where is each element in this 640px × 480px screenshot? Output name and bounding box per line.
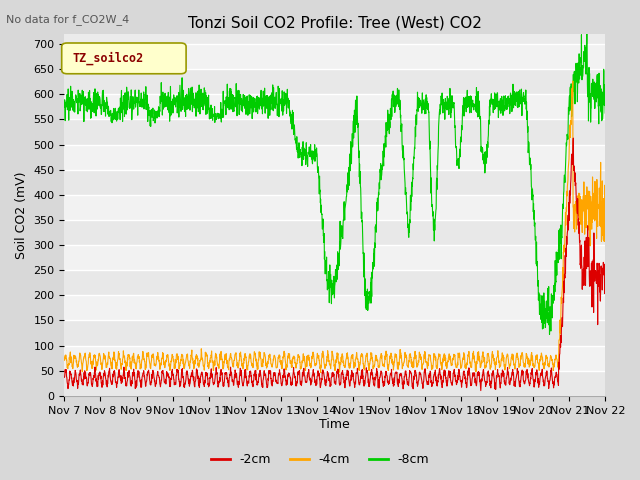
Bar xyxy=(65,44,605,69)
-4cm xyxy=(569,78,577,84)
-2cm xyxy=(477,388,484,394)
-4cm xyxy=(317,370,324,375)
Bar xyxy=(65,245,605,270)
Text: No data for f_CO2W_4: No data for f_CO2W_4 xyxy=(6,14,130,25)
-4cm xyxy=(602,202,609,207)
Bar xyxy=(65,144,605,169)
-8cm xyxy=(602,110,609,116)
Bar xyxy=(65,270,605,295)
-4cm xyxy=(324,348,332,354)
-8cm xyxy=(88,101,96,107)
-8cm xyxy=(583,24,591,30)
-4cm xyxy=(309,349,317,355)
-2cm xyxy=(309,369,317,375)
-4cm xyxy=(586,216,594,222)
Y-axis label: Soil CO2 (mV): Soil CO2 (mV) xyxy=(15,171,28,259)
Bar xyxy=(65,69,605,94)
Line: -8cm: -8cm xyxy=(65,27,605,335)
-4cm xyxy=(586,243,594,249)
Bar xyxy=(65,371,605,396)
Text: TZ_soilco2: TZ_soilco2 xyxy=(72,51,144,65)
-2cm xyxy=(586,283,594,288)
X-axis label: Time: Time xyxy=(319,419,350,432)
Line: -2cm: -2cm xyxy=(65,138,605,391)
Bar xyxy=(65,94,605,120)
-4cm xyxy=(88,366,96,372)
-8cm xyxy=(309,153,317,158)
Legend: -2cm, -4cm, -8cm: -2cm, -4cm, -8cm xyxy=(206,448,434,471)
-2cm xyxy=(570,135,577,141)
-2cm xyxy=(88,382,96,388)
-2cm xyxy=(324,369,332,374)
Bar xyxy=(65,220,605,245)
Line: -4cm: -4cm xyxy=(65,81,605,372)
-8cm xyxy=(546,332,554,337)
-2cm xyxy=(486,382,494,388)
Bar xyxy=(65,321,605,346)
-8cm xyxy=(61,104,68,110)
Bar xyxy=(65,295,605,321)
-4cm xyxy=(486,363,494,369)
Bar xyxy=(65,120,605,144)
FancyBboxPatch shape xyxy=(61,43,186,74)
-2cm xyxy=(602,288,609,294)
-4cm xyxy=(61,358,68,363)
-2cm xyxy=(61,374,68,380)
-8cm xyxy=(586,92,594,97)
Bar xyxy=(65,195,605,220)
-8cm xyxy=(324,287,332,293)
-8cm xyxy=(586,99,594,105)
-8cm xyxy=(486,104,494,109)
-2cm xyxy=(586,273,594,279)
Title: Tonzi Soil CO2 Profile: Tree (West) CO2: Tonzi Soil CO2 Profile: Tree (West) CO2 xyxy=(188,15,482,30)
Bar xyxy=(65,346,605,371)
Bar xyxy=(65,169,605,195)
